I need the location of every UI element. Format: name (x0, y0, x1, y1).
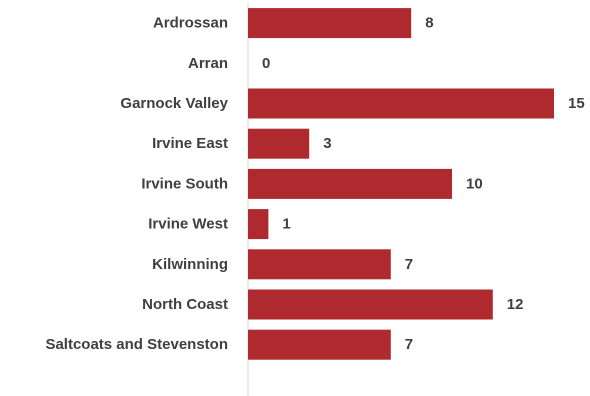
data-label: 1 (282, 216, 290, 233)
category-label: Irvine South (141, 175, 228, 192)
category-label-group: Ardrossan Arran Garnock Valley Irvine East I… (45, 15, 228, 354)
data-label: 10 (466, 175, 483, 192)
data-label: 8 (425, 15, 433, 32)
data-label: 15 (568, 95, 585, 112)
category-label: Garnock Valley (120, 95, 228, 112)
bar-irvine-west (248, 209, 269, 240)
bar-kilwinning (248, 249, 391, 280)
bar-irvine-east (248, 128, 310, 159)
category-label: Ardrossan (153, 15, 228, 32)
bar-garnock-valley (248, 88, 554, 119)
bar-irvine-south (248, 168, 452, 199)
data-label: 7 (405, 256, 413, 273)
category-label: Irvine East (152, 135, 228, 152)
bar-north-coast (248, 289, 493, 320)
category-label: Irvine West (148, 216, 228, 233)
data-label: 7 (405, 336, 413, 353)
bar-saltcoats-and-stevenston (248, 329, 391, 360)
category-label: Saltcoats and Stevenston (45, 336, 228, 353)
data-label: 0 (262, 55, 270, 72)
category-label: Arran (188, 55, 228, 72)
bar-ardrossan (248, 8, 412, 39)
data-label: 3 (323, 135, 331, 152)
data-label: 12 (507, 296, 524, 313)
bar-group (248, 8, 554, 360)
category-label: North Coast (142, 296, 228, 313)
category-label: Kilwinning (152, 256, 228, 273)
